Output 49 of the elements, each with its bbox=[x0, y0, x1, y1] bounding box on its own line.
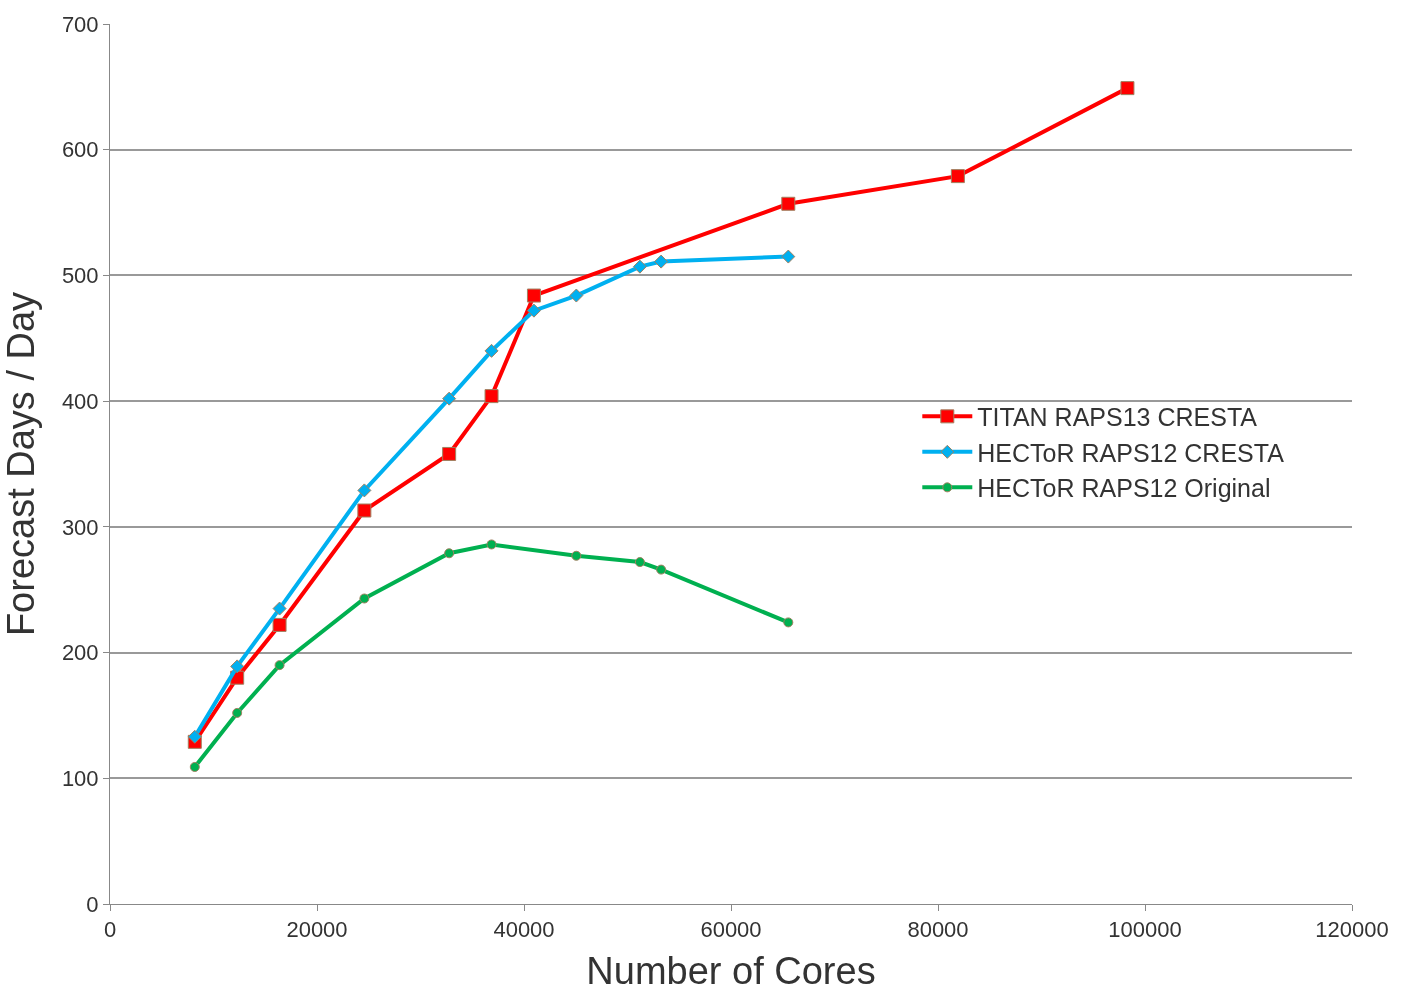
point bbox=[1120, 81, 1135, 96]
point bbox=[654, 254, 669, 269]
point bbox=[359, 593, 370, 604]
point bbox=[189, 761, 200, 772]
point bbox=[781, 249, 796, 264]
point bbox=[272, 601, 287, 616]
x-tick-label: 100000 bbox=[1108, 917, 1182, 943]
legend-label: TITAN RAPS13 CRESTA bbox=[977, 403, 1258, 432]
point bbox=[442, 391, 457, 406]
point bbox=[484, 389, 499, 404]
legend-label: HECToR RAPS12 Original bbox=[977, 474, 1271, 503]
point bbox=[442, 446, 457, 461]
legend-label: HECToR RAPS12 CRESTA bbox=[977, 438, 1285, 467]
point bbox=[232, 707, 243, 718]
point bbox=[444, 548, 455, 559]
point bbox=[569, 288, 584, 303]
point bbox=[274, 660, 285, 671]
point bbox=[950, 169, 965, 184]
point bbox=[526, 303, 541, 318]
y-tick-label: 200 bbox=[61, 640, 99, 666]
y-tick-label: 300 bbox=[61, 514, 99, 540]
point bbox=[634, 557, 645, 568]
y-tick-label: 500 bbox=[61, 263, 99, 289]
y-tick-label: 100 bbox=[61, 765, 99, 791]
point bbox=[357, 483, 372, 498]
x-tick-label: 20000 bbox=[286, 917, 348, 943]
x-axis-title: Number of Cores bbox=[586, 949, 876, 992]
point bbox=[783, 617, 794, 628]
point bbox=[187, 729, 202, 744]
point bbox=[632, 259, 647, 274]
point bbox=[357, 503, 372, 518]
x-tick-label: 0 bbox=[103, 917, 117, 943]
point bbox=[526, 288, 541, 303]
point bbox=[486, 539, 497, 550]
y-tick-label: 400 bbox=[61, 388, 99, 414]
point bbox=[571, 550, 582, 561]
point bbox=[656, 564, 667, 575]
x-tick-label: 60000 bbox=[700, 917, 762, 943]
x-tick-label: 40000 bbox=[493, 917, 555, 943]
y-tick-label: 700 bbox=[61, 11, 99, 37]
point bbox=[272, 617, 287, 632]
y-axis-title: Forecast Days / Day bbox=[0, 291, 43, 637]
x-tick-label: 80000 bbox=[907, 917, 969, 943]
y-tick-label: 600 bbox=[61, 137, 99, 163]
x-tick-label: 120000 bbox=[1315, 917, 1389, 943]
y-tick-label: 0 bbox=[86, 891, 99, 917]
point bbox=[484, 343, 499, 358]
point bbox=[781, 196, 796, 211]
point bbox=[230, 659, 245, 674]
